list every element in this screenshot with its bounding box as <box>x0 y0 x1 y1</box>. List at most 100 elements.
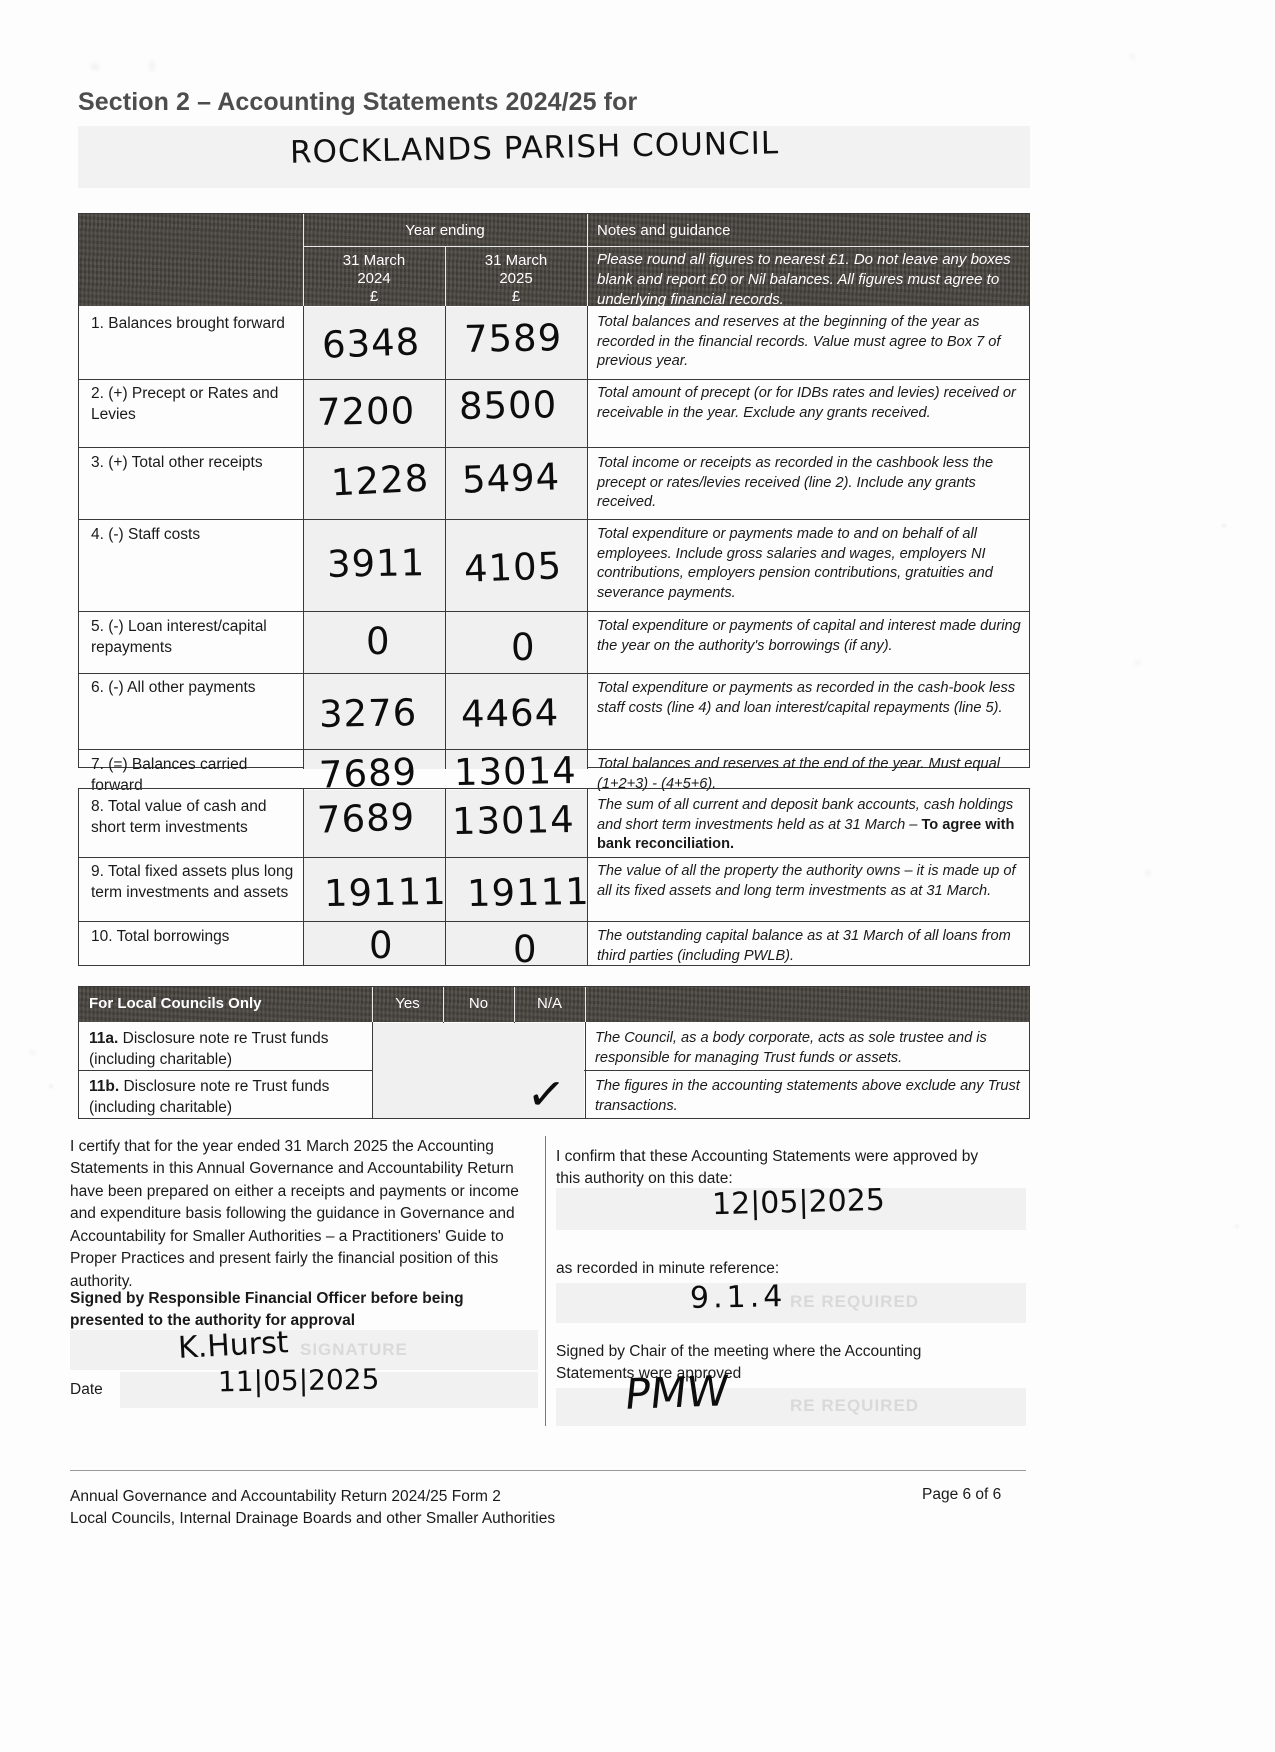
value-column-2024-tint <box>304 307 445 769</box>
row-9-label: 9. Total fixed assets plus long term inv… <box>91 863 294 901</box>
chair-signature-handwritten: PMW <box>622 1366 731 1419</box>
scan-speckle <box>30 1050 35 1055</box>
row-8-value-2025: 13014 <box>451 797 576 844</box>
col-no-header: No <box>468 995 489 1012</box>
row-4-note: Total expenditure or payments made to an… <box>597 526 993 601</box>
row-5-value-2025: 0 <box>511 626 536 669</box>
col-2025-line1: 31 March <box>484 252 548 269</box>
table-header-band <box>79 214 1029 306</box>
row-11b-label: 11b. Disclosure note re Trust funds (inc… <box>89 1077 364 1119</box>
chair-signature-band <box>556 1388 1026 1426</box>
scan-speckle <box>1135 660 1140 665</box>
notes-intro-text: Please round all figures to nearest £1. … <box>597 251 1011 308</box>
value-column-2025-tint-b <box>446 790 587 965</box>
row-3-value-2025: 5494 <box>461 455 561 502</box>
row-6-label: 6. (-) All other payments <box>91 679 256 696</box>
minute-ghost-watermark: RE REQUIRED <box>790 1292 920 1311</box>
rfo-date-band <box>120 1372 538 1408</box>
row-4-value-2024: 3911 <box>326 541 426 586</box>
scan-speckle <box>1145 870 1151 876</box>
approval-confirmation-text: I confirm that these Accounting Statemen… <box>556 1148 979 1188</box>
row-5-note: Total expenditure or payments of capital… <box>597 618 1021 654</box>
row-11b-na-checkmark[interactable]: ✓ <box>524 1065 569 1123</box>
accounting-statements-table: Year ending Notes and guidance 31 March … <box>78 213 1030 797</box>
row-2-label: 2. (+) Precept or Rates and Levies <box>91 385 279 423</box>
row-3-label: 3. (+) Total other receipts <box>91 454 263 471</box>
col-na-header: N/A <box>536 995 562 1012</box>
row-10-value-2025: 0 <box>513 928 538 971</box>
chair-signature-label: Signed by Chair of the meeting where the… <box>556 1343 922 1383</box>
certification-divider <box>545 1136 546 1426</box>
authority-name-band <box>78 126 1030 188</box>
row-2-value-2025: 8500 <box>458 383 558 428</box>
row-8-note: The sum of all current and deposit bank … <box>597 797 1014 833</box>
rfo-date-handwritten: 11|05|2025 <box>217 1362 380 1399</box>
row-2-note: Total amount of precept (or for IDBs rat… <box>597 385 1016 421</box>
tickbox-area-tint <box>373 1023 584 1118</box>
row-1-label: 1. Balances brought forward <box>91 315 285 332</box>
row-3-note: Total income or receipts as recorded in … <box>597 455 994 511</box>
row-11a-text: Disclosure note re Trust funds (includin… <box>89 1030 329 1068</box>
row-11b-note: The figures in the accounting statements… <box>595 1078 1020 1114</box>
footer-rule <box>70 1470 1026 1471</box>
local-councils-header: For Local Councils Only <box>89 995 262 1012</box>
col-2024-line2: 2024 <box>357 270 391 287</box>
rfo-date-label: Date <box>70 1381 103 1398</box>
col-2025-currency: £ <box>511 288 521 305</box>
row-6-value-2024: 3276 <box>318 691 418 736</box>
row-1-note: Total balances and reserves at the begin… <box>597 314 1001 370</box>
chair-ghost-watermark: RE REQUIRED <box>790 1396 920 1415</box>
row-11a-label: 11a. Disclosure note re Trust funds (inc… <box>89 1029 364 1071</box>
local-councils-header-band <box>79 987 1029 1022</box>
rfo-signature-handwritten: K.Hurst <box>177 1325 290 1366</box>
minute-reference-label: as recorded in minute reference: <box>556 1260 780 1277</box>
row-4-label: 4. (-) Staff costs <box>91 526 201 543</box>
page-title: Section 2 – Accounting Statements 2024/2… <box>78 88 638 116</box>
footer-line-2: Local Councils, Internal Drainage Boards… <box>70 1510 556 1527</box>
row-6-value-2025: 4464 <box>460 691 560 736</box>
approval-date-handwritten: 12|05|2025 <box>711 1182 886 1223</box>
row-8-note-bold: To agree with bank reconciliation. <box>597 816 1015 853</box>
row-8-value-2024: 7689 <box>316 795 416 842</box>
scan-speckle <box>89 61 101 73</box>
row-1-value-2025: 7589 <box>463 316 563 361</box>
row-3-value-2024: 1228 <box>329 456 431 505</box>
row-8-label: 8. Total value of cash and short term in… <box>91 798 267 836</box>
footer-page-number: Page 6 of 6 <box>922 1486 1002 1503</box>
row-5-label: 5. (-) Loan interest/capital repayments <box>91 618 267 656</box>
notes-guidance-header: Notes and guidance <box>597 222 731 239</box>
row-11a-number: 11a. <box>89 1030 119 1047</box>
minute-reference-handwritten: 9.1.4 <box>689 1279 787 1316</box>
row-11b-number: 11b. <box>89 1078 120 1095</box>
rfo-signature-instruction: Signed by Responsible Financial Officer … <box>70 1290 464 1330</box>
row-7-label: 7. (=) Balances carried forward <box>91 756 248 794</box>
local-councils-table: For Local Councils Only Yes No N/A 11a. … <box>78 986 1030 1123</box>
approval-date-band <box>556 1188 1026 1230</box>
col-2024-line1: 31 March <box>342 252 406 269</box>
scan-speckle <box>1130 54 1135 59</box>
row-9-note: The value of all the property the author… <box>597 863 1016 899</box>
rfo-certification-text: I certify that for the year ended 31 Mar… <box>70 1138 519 1290</box>
col-2025-line2: 2025 <box>499 270 533 287</box>
rfo-ghost-watermark: SIGNATURE <box>300 1340 408 1359</box>
rfo-signature-band <box>70 1330 538 1370</box>
row-9-value-2025: 19111 <box>466 869 591 916</box>
row-7-note: Total balances and reserves at the end o… <box>597 756 1000 792</box>
row-5-value-2024: 0 <box>366 620 391 663</box>
year-ending-header: Year ending <box>405 222 485 239</box>
row-2-value-2024: 7200 <box>316 389 416 434</box>
accounting-statements-table-b: 8. Total value of cash and short term in… <box>78 788 1030 971</box>
minute-reference-band <box>556 1283 1026 1323</box>
row-9-value-2024: 19111 <box>323 869 448 916</box>
row-4-value-2025: 4105 <box>463 544 563 591</box>
footer-line-1: Annual Governance and Accountability Ret… <box>70 1488 501 1505</box>
scan-speckle <box>150 60 154 72</box>
row-10-value-2024: 0 <box>369 924 394 967</box>
row-10-note: The outstanding capital balance as at 31… <box>597 928 1011 964</box>
row-11a-note: The Council, as a body corporate, acts a… <box>595 1030 987 1066</box>
col-2024-currency: £ <box>369 288 379 305</box>
col-yes-header: Yes <box>395 995 420 1012</box>
value-column-2025-tint <box>446 307 587 769</box>
row-6-note: Total expenditure or payments as recorde… <box>597 680 1016 716</box>
